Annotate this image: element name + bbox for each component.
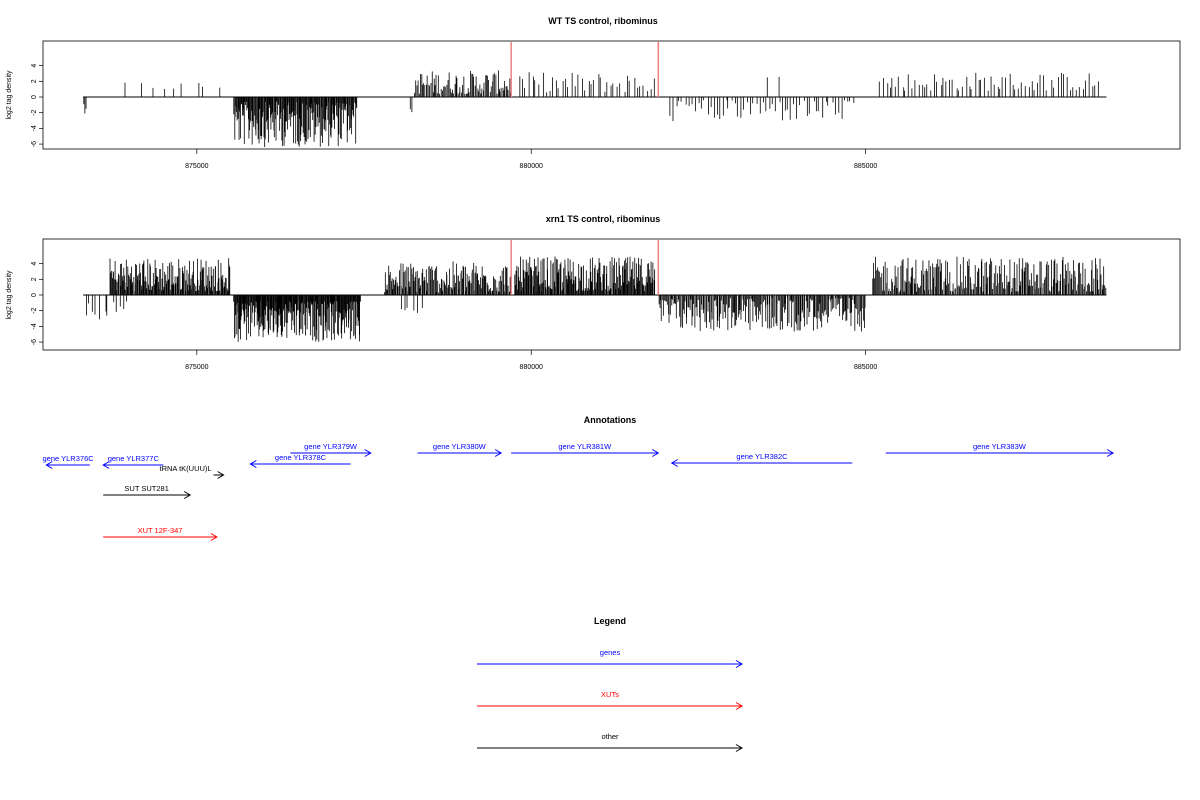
arrow-head	[364, 449, 372, 457]
x-tick-label: 880000	[520, 364, 543, 371]
marker-lines	[510, 240, 660, 295]
y-tick-label: -2	[31, 307, 38, 313]
x-tick-label: 885000	[854, 364, 877, 371]
y-ticks: 4 2 0 -2 -4 -6	[31, 262, 43, 345]
annotation-label: gene YLR379W	[304, 442, 358, 451]
y-tick-label: 4	[31, 262, 38, 266]
bars	[86, 256, 1107, 342]
annotation-label: SUT SUT281	[124, 484, 168, 493]
x-tick-label: 875000	[185, 364, 208, 371]
y-tick-label: -6	[31, 339, 38, 345]
arrow-head	[102, 461, 110, 469]
y-axis-label: log2 tag density	[6, 270, 13, 320]
legend-panel: Legend genes XUTs other	[477, 616, 743, 752]
y-tick-label: -2	[31, 109, 38, 115]
annotation-label: gene YLR380W	[433, 442, 487, 451]
annotation-label: gene YLR377C	[108, 454, 160, 463]
panel-title: xrn1 TS control, ribominus	[546, 214, 661, 224]
legend-label: XUTs	[601, 690, 619, 699]
annotation-arrow	[290, 449, 372, 457]
annotation-arrow	[417, 449, 503, 457]
y-tick-label: -4	[31, 125, 38, 131]
y-axis-label: log2 tag density	[6, 70, 13, 120]
legend-arrow	[477, 702, 743, 710]
annotation-arrow	[45, 461, 90, 469]
legend-arrow	[477, 660, 743, 668]
arrow-head	[217, 471, 225, 479]
arrow-head	[45, 461, 53, 469]
panel-title: WT TS control, ribominus	[548, 16, 658, 26]
panel-xrn1: xrn1 TS control, ribominus log2 tag dens…	[6, 214, 1181, 371]
marker-lines	[510, 42, 660, 97]
legend-title: Legend	[594, 616, 626, 626]
arrow-head	[735, 702, 743, 710]
annotation-label: gene YLR381W	[558, 442, 612, 451]
y-tick-label: 2	[31, 79, 38, 83]
y-tick-label: 4	[31, 64, 38, 68]
x-ticks: 875000 880000 885000	[185, 149, 877, 170]
annotation-arrow	[885, 449, 1115, 457]
y-tick-label: -6	[31, 141, 38, 147]
annotation-label: tRNA tK(UUU)L	[160, 464, 212, 473]
annotation-label: gene YLR383W	[973, 442, 1027, 451]
annotation-label: gene YLR382C	[736, 452, 788, 461]
annotation-arrow	[103, 533, 218, 541]
annotation-arrow	[249, 460, 351, 468]
annotation-arrow	[102, 461, 164, 469]
annotation-arrow	[213, 471, 225, 479]
x-tick-label: 885000	[854, 163, 877, 170]
arrow-head	[249, 460, 257, 468]
annotation-arrow	[511, 449, 660, 457]
y-tick-label: 0	[31, 293, 38, 297]
plot-frame	[42, 238, 1181, 351]
plot-frame	[42, 40, 1181, 150]
arrow-head	[652, 449, 660, 457]
annotation-arrow	[670, 459, 853, 467]
annotation-label: XUT 12F-347	[138, 526, 183, 535]
annotations-title: Annotations	[584, 415, 637, 425]
arrow-head	[1106, 449, 1115, 457]
legend-label: other	[601, 732, 619, 741]
annotation-arrows: gene YLR376C gene YLR377C gene YLR378C gene…	[43, 442, 1115, 541]
y-tick-label: 0	[31, 95, 38, 99]
annotation-label: gene YLR376C	[43, 454, 95, 463]
bars	[83, 70, 1099, 148]
y-tick-label: 2	[31, 277, 38, 281]
annotation-label: gene YLR378C	[275, 453, 327, 462]
x-ticks: 875000 880000 885000	[185, 350, 877, 371]
arrow-head	[494, 449, 503, 457]
legend-arrow	[477, 744, 743, 752]
annotation-arrow	[103, 491, 192, 499]
arrow-head	[210, 533, 218, 541]
arrow-head	[735, 660, 743, 668]
y-tick-label: -4	[31, 323, 38, 329]
y-ticks: 4 2 0 -2 -4 -6	[31, 64, 43, 147]
legend-items: genes XUTs other	[477, 648, 743, 752]
panel-wt: WT TS control, ribominus log2 tag densit…	[6, 16, 1181, 170]
arrow-head	[183, 491, 192, 499]
arrow-head	[735, 744, 743, 752]
annotations-panel: Annotations gene YLR376C gene YLR377C gene…	[43, 415, 1115, 541]
x-tick-label: 880000	[520, 163, 543, 170]
legend-label: genes	[600, 648, 621, 657]
x-tick-label: 875000	[185, 163, 208, 170]
arrow-head	[670, 459, 678, 467]
